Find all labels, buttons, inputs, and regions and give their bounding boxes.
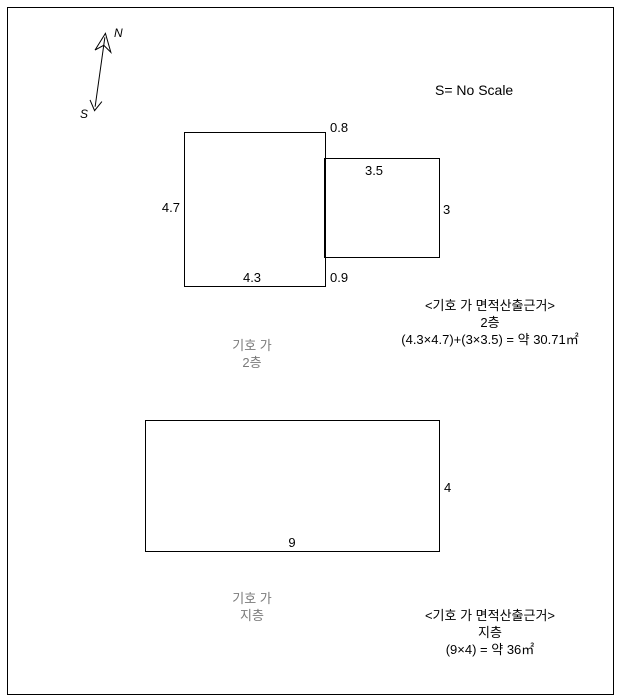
dim-upper-bottom-gap: 0.9 <box>330 270 348 285</box>
lower-rect <box>145 420 440 552</box>
dim-upper-side-height: 3 <box>443 202 450 217</box>
lower-calc-formula: (9×4) = 약 36㎡ <box>446 639 535 658</box>
scale-label: S= No Scale <box>435 82 513 98</box>
dim-lower-width: 9 <box>288 535 295 550</box>
compass-s-label: S <box>80 107 88 120</box>
lower-caption-line2: 지층 <box>240 605 264 624</box>
dim-upper-top-gap: 0.8 <box>330 120 348 135</box>
dim-upper-left-height: 4.7 <box>162 200 180 215</box>
upper-caption-line2: 2층 <box>242 352 261 371</box>
diagram-frame: N S S= No Scale 4.7 0.8 3.5 3 4.3 0.9 기호… <box>0 0 619 700</box>
compass-icon: N S <box>70 25 130 120</box>
dim-upper-main-width: 4.3 <box>243 270 261 285</box>
dim-lower-height: 4 <box>444 480 451 495</box>
compass-n-label: N <box>114 26 123 40</box>
upper-main-rect <box>184 132 326 287</box>
upper-calc-formula: (4.3×4.7)+(3×3.5) = 약 30.71㎡ <box>401 329 578 348</box>
dim-upper-side-width: 3.5 <box>365 163 383 178</box>
